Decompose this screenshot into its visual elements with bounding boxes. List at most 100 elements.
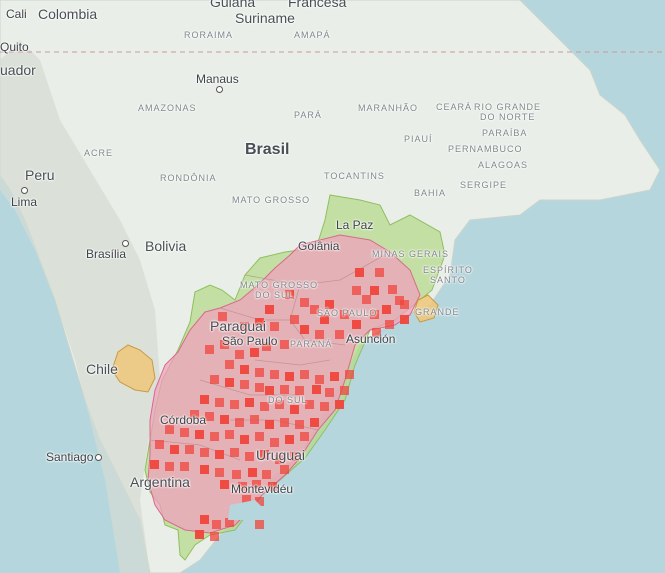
occurrence-cell bbox=[210, 432, 219, 441]
occurrence-cell bbox=[230, 400, 239, 409]
label-tocantins: TOCANTINS bbox=[324, 171, 385, 181]
occurrence-cell bbox=[180, 428, 189, 437]
occurrence-cell bbox=[252, 480, 261, 489]
occurrence-cell bbox=[262, 342, 271, 351]
label-mato-grosso-sul-1: MATO GROSSO bbox=[240, 280, 319, 290]
label-do-sul: DO SUL bbox=[255, 290, 295, 300]
label-manaus: Manaus bbox=[196, 72, 239, 86]
label-uruguai: Uruguai bbox=[256, 447, 306, 463]
occurrence-cell bbox=[280, 418, 289, 427]
occurrence-cell bbox=[310, 418, 319, 427]
label-guiana: Guiana bbox=[210, 0, 256, 10]
occurrence-layer bbox=[150, 268, 409, 541]
occurrence-cell bbox=[300, 370, 309, 379]
occurrence-cell bbox=[150, 460, 159, 469]
label-argentina: Argentina bbox=[130, 474, 190, 490]
occurrence-cell bbox=[280, 385, 289, 394]
lima-dot bbox=[21, 187, 28, 194]
occurrence-cell bbox=[290, 405, 299, 414]
santiago-dot bbox=[95, 454, 102, 461]
label-do-norte: DO NORTE bbox=[480, 112, 536, 122]
occurrence-cell bbox=[315, 330, 324, 339]
state-borders bbox=[149, 251, 391, 461]
occurrence-cell bbox=[325, 388, 334, 397]
label-sergipe: SERGIPE bbox=[460, 180, 508, 190]
label-montevideu: Montevidéu bbox=[231, 482, 294, 496]
occurrence-cell bbox=[270, 370, 279, 379]
occurrence-cell bbox=[248, 468, 257, 477]
occurrence-cell bbox=[235, 418, 244, 427]
label-santo: SANTO bbox=[430, 275, 466, 285]
label-amapa: AMAPÁ bbox=[294, 30, 331, 40]
occurrence-cell bbox=[255, 497, 264, 506]
occurrence-cell bbox=[370, 286, 379, 295]
label-cordoba: Córdoba bbox=[160, 413, 207, 427]
label-parana: PARANÁ bbox=[290, 339, 333, 349]
occurrence-cell bbox=[335, 400, 344, 409]
label-rondonia: RONDÔNIA bbox=[160, 173, 217, 183]
occurrence-cell bbox=[372, 328, 381, 337]
occurrence-cell bbox=[200, 448, 209, 457]
manaus-dot bbox=[216, 86, 223, 93]
label-rio-grande-1: RIO GRANDE bbox=[474, 102, 542, 112]
label-cali: Cali bbox=[6, 7, 27, 21]
occurrence-cell bbox=[395, 296, 404, 305]
occurrence-cell bbox=[262, 470, 271, 479]
occurrence-cell bbox=[205, 345, 214, 354]
occurrence-cell bbox=[215, 398, 224, 407]
label-ceara: CEARÁ bbox=[436, 102, 473, 112]
occurrence-cell bbox=[225, 378, 234, 387]
occurrence-cell bbox=[335, 330, 344, 339]
occurrence-cell bbox=[165, 462, 174, 471]
occurrence-cell bbox=[280, 465, 289, 474]
occurrence-cell bbox=[255, 520, 264, 529]
occurrence-cell bbox=[325, 300, 334, 309]
occurrence-cell bbox=[300, 432, 309, 441]
occurrence-cell bbox=[285, 435, 294, 444]
occurrence-cell bbox=[255, 432, 264, 441]
occurrence-cell bbox=[195, 430, 204, 439]
occurrence-cell bbox=[218, 312, 227, 321]
label-peru: Peru bbox=[25, 167, 55, 183]
occurrence-cell bbox=[238, 482, 247, 491]
label-roraima: RORAIMA bbox=[184, 30, 234, 40]
occurrence-cell bbox=[400, 315, 409, 324]
label-para: PARÁ bbox=[294, 110, 322, 120]
rio-de-la-plata bbox=[228, 500, 265, 520]
occurrence-cell bbox=[388, 285, 397, 294]
occurrence-cell bbox=[250, 415, 259, 424]
occurrence-cell bbox=[290, 315, 299, 324]
occurrence-cell bbox=[295, 420, 304, 429]
occurrence-cell bbox=[255, 318, 264, 327]
occurrence-cell bbox=[320, 315, 329, 324]
occurrence-cell bbox=[400, 300, 409, 309]
label-amazonas: AMAZONAS bbox=[138, 103, 197, 113]
label-alagoas: ALAGOAS bbox=[478, 160, 529, 170]
occurrence-cell bbox=[240, 365, 249, 374]
label-janeiro: GRANDE bbox=[415, 307, 460, 317]
occurrence-cell bbox=[300, 298, 309, 307]
occurrence-cell bbox=[200, 395, 209, 404]
orange-region-chile bbox=[111, 344, 156, 393]
occurrence-cell bbox=[215, 468, 224, 477]
occurrence-cell bbox=[210, 532, 219, 541]
occurrence-cell bbox=[370, 310, 379, 319]
occurrence-cell bbox=[355, 268, 364, 277]
occurrence-cell bbox=[340, 310, 349, 319]
occurrence-cell bbox=[275, 455, 284, 464]
occurrence-cell bbox=[212, 520, 221, 529]
label-suriname: Suriname bbox=[235, 10, 295, 26]
label-paraguai: Paraguai bbox=[210, 318, 267, 334]
occurrence-cell bbox=[352, 320, 361, 329]
label-colombia: Colombia bbox=[38, 6, 98, 22]
occurrence-cell bbox=[300, 325, 309, 334]
label-minas-gerais: MINAS GERAIS bbox=[372, 249, 450, 259]
occurrence-cell bbox=[255, 368, 264, 377]
occurrence-cell bbox=[230, 448, 239, 457]
occurrence-cell bbox=[285, 290, 294, 299]
occurrence-cell bbox=[265, 386, 274, 395]
occurrence-cell bbox=[220, 415, 229, 424]
label-pernambuco: PERNAMBUCO bbox=[448, 144, 523, 154]
